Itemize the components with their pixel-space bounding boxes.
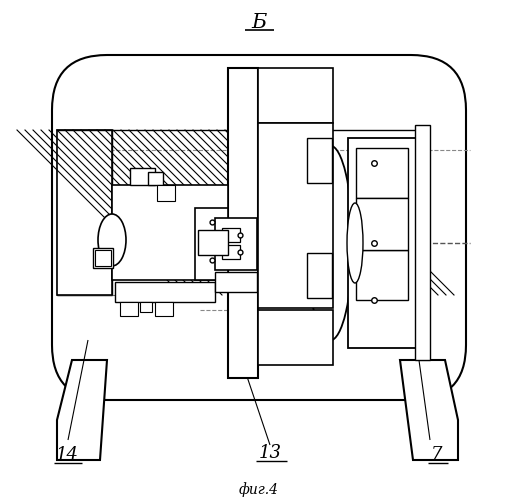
Bar: [157, 185, 175, 201]
Text: фиг.4: фиг.4: [239, 482, 279, 498]
Bar: [258, 68, 333, 123]
Bar: [222, 245, 240, 259]
Text: 13: 13: [258, 444, 281, 462]
Bar: [93, 248, 113, 268]
Ellipse shape: [308, 146, 353, 340]
Bar: [112, 185, 228, 280]
Text: 7: 7: [431, 446, 443, 464]
Bar: [195, 208, 228, 280]
Bar: [57, 130, 112, 295]
Bar: [258, 123, 333, 308]
Bar: [155, 302, 173, 316]
Polygon shape: [57, 360, 107, 460]
Ellipse shape: [347, 203, 363, 283]
Bar: [222, 228, 240, 242]
Text: 14: 14: [55, 446, 79, 464]
Bar: [215, 218, 257, 270]
Bar: [57, 130, 112, 295]
Bar: [95, 250, 111, 266]
Bar: [140, 302, 152, 312]
Bar: [57, 130, 112, 295]
Polygon shape: [400, 360, 458, 460]
Bar: [415, 125, 430, 360]
Bar: [198, 230, 228, 255]
Bar: [307, 138, 332, 183]
Ellipse shape: [98, 214, 126, 266]
Bar: [130, 168, 155, 185]
Bar: [215, 272, 257, 292]
Bar: [148, 172, 163, 185]
Bar: [57, 130, 112, 295]
Bar: [348, 138, 416, 348]
Text: Б: Б: [251, 12, 267, 32]
FancyBboxPatch shape: [52, 55, 466, 400]
Bar: [356, 250, 408, 300]
Bar: [228, 68, 258, 378]
Bar: [258, 310, 333, 365]
Bar: [356, 148, 408, 198]
Bar: [115, 282, 215, 302]
Bar: [307, 253, 332, 298]
Bar: [356, 198, 408, 250]
Bar: [120, 302, 138, 316]
